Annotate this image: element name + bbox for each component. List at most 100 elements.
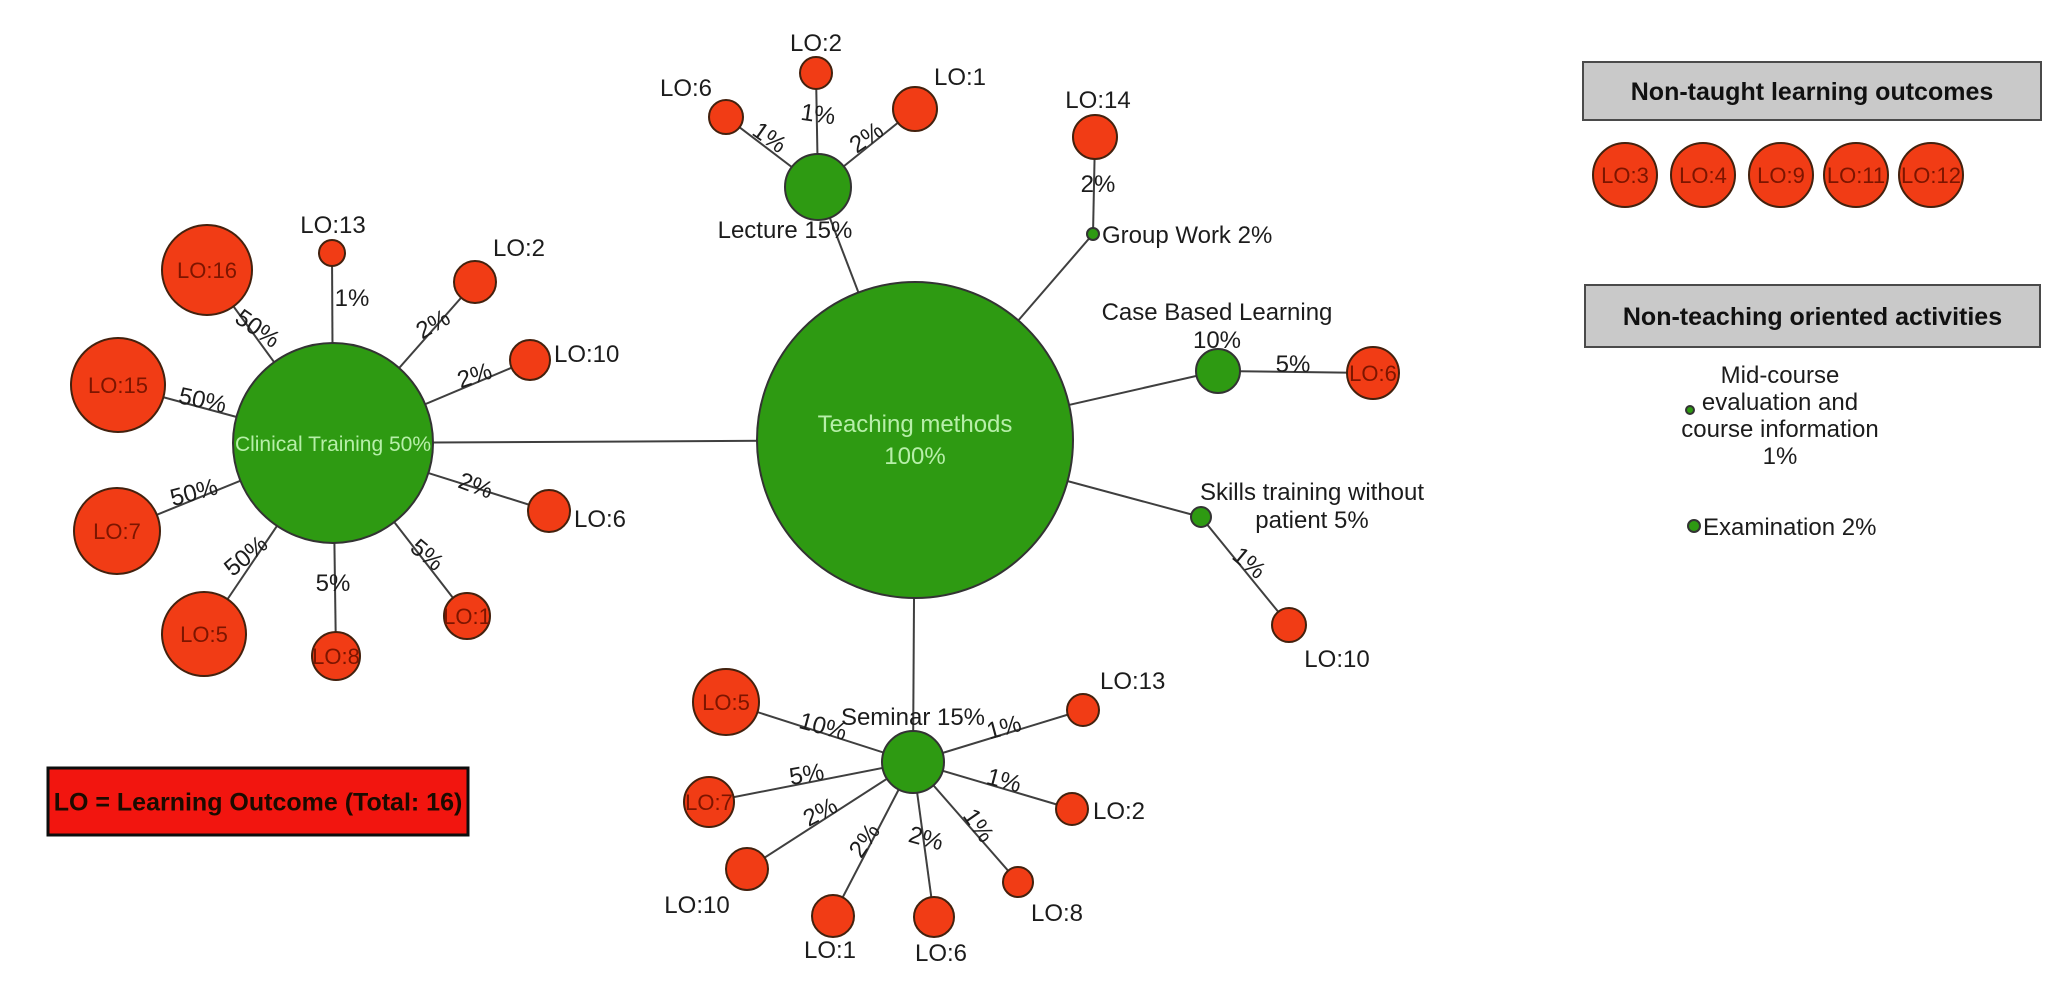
edge-percentage-label: 5% [405,534,449,577]
clinical-lo10-label: LO:10 [554,341,619,368]
clinical-lo16-circle [161,224,253,316]
lecture-lo6-label: LO:6 [660,75,712,102]
edge-percentage-label: 2% [845,117,889,159]
examination-dot [1687,519,1701,533]
edge-percentage-label: 2% [799,792,842,832]
examination-text: Examination 2% [1703,514,1876,541]
seminar-lo5-label: LO:5 [702,690,750,715]
clinical-lo13-label: LO:13 [300,212,365,239]
non-taught-lo11-label: LO:11 [1827,163,1885,188]
clinical-lo5-label: LO:5 [180,622,228,647]
lecture-lo2-circle [799,56,833,90]
clinical-lo6-label: LO:6 [574,506,626,533]
lecture-lo6-circle [708,99,744,135]
seminar-lo13-label: LO:13 [1100,668,1165,695]
seminar-circle [881,730,945,794]
edge-percentage-label: 1% [799,99,837,131]
group-work-label: Group Work 2% [1102,222,1272,249]
clinical-lo5-circle [161,591,247,677]
lecture-circle [784,153,852,221]
edge-percentage-label: 5% [1276,351,1311,378]
seminar-lo2-label: LO:2 [1093,798,1145,825]
clinical-lo7-circle [73,487,161,575]
non-taught-lo9-circle [1748,142,1814,208]
non-teaching-header-title: Non-teaching oriented activities [1623,303,2002,331]
case-based-learning-label: Case Based Learning 10% [1102,299,1333,354]
edge-percentage-label: 1% [1227,542,1271,585]
seminar-lo7-label: LO:7 [685,790,733,815]
lecture-lo1-circle [892,86,938,132]
clinical-lo2-circle [453,260,497,304]
teaching-methods-circle [756,281,1074,599]
edge-percentage-label: 5% [316,570,351,597]
edge-percentage-label: 2% [906,821,946,856]
seminar-lo13-circle [1066,693,1100,727]
seminar-lo8-circle [1002,866,1034,898]
seminar-lo8-label: LO:8 [1031,900,1083,927]
edge-percentage-label: 1% [747,117,791,159]
case-based-learning-circle [1195,348,1241,394]
edge-percentage-label: 1% [335,285,370,312]
groupwork-lo14-label: LO:14 [1065,87,1130,114]
skills-lo10-label: LO:10 [1304,646,1369,673]
clinical-lo2-label: LO:2 [493,235,545,262]
non-taught-lo12-circle [1898,142,1964,208]
seminar-lo10-circle [725,847,769,891]
non-taught-header-title: Non-taught learning outcomes [1631,78,1994,106]
edge-line [1200,516,1290,626]
clinical-lo10-circle [509,339,551,381]
cbl-lo6-label: LO:6 [1349,361,1397,386]
clinical-lo6-circle [527,489,571,533]
clinical-lo1-label: LO:1 [443,604,491,629]
clinical-lo13-circle [318,239,346,267]
edge-percentage-label: 2% [455,467,497,504]
clinical-lo8-label: LO:8 [312,644,360,669]
clinical-lo8-circle [311,631,361,681]
edge-percentage-label: 1% [984,763,1024,798]
teaching-methods-label: Teaching methods 100% [818,411,1013,470]
clinical-lo16-label: LO:16 [177,258,237,283]
edge-percentage-label: 2% [454,358,495,394]
skills-training-circle [1190,506,1212,528]
non-taught-header-box [1582,61,2042,121]
cbl-lo6-circle [1346,346,1400,400]
edge-line [708,761,914,803]
seminar-label: Seminar 15% [841,704,985,731]
edge-percentage-label: 50% [219,530,273,582]
seminar-lo6-circle [913,896,955,938]
non-teaching-header-box [1584,284,2041,348]
lecture-label: Lecture 15% [718,217,853,244]
non-taught-lo9-label: LO:9 [1757,163,1805,188]
groupwork-lo14-circle [1072,114,1118,160]
edge-percentage-label: 2% [411,304,455,345]
non-taught-lo3-circle [1592,142,1658,208]
edge-percentage-label: 50% [167,473,220,512]
edge-percentage-label: 2% [1081,171,1116,198]
clinical-training-label: Clinical Training 50% [235,433,431,456]
clinical-lo7-label: LO:7 [93,519,141,544]
seminar-lo2-circle [1055,792,1089,826]
edge-line [746,761,914,870]
non-taught-lo4-label: LO:4 [1679,163,1727,188]
legend-box [46,766,470,837]
clinical-lo1-circle [443,592,491,640]
seminar-lo10-label: LO:10 [664,892,729,919]
edge-percentage-label: 50% [176,382,229,418]
clinical-lo15-circle [70,337,166,433]
skills-training-label: Skills training without patient 5% [1200,479,1424,534]
skills-lo10-circle [1271,607,1307,643]
lecture-lo2-label: LO:2 [790,30,842,57]
non-taught-lo3-label: LO:3 [1601,163,1649,188]
seminar-lo7-circle [683,776,735,828]
group-work-circle [1086,227,1100,241]
seminar-lo1-label: LO:1 [804,937,856,964]
non-taught-lo11-circle [1823,142,1889,208]
non-taught-lo12-label: LO:12 [1901,163,1961,188]
clinical-lo15-label: LO:15 [88,373,148,398]
legend-text: LO = Learning Outcome (Total: 16) [54,789,463,817]
mid-course-evaluation-dot [1685,405,1695,415]
mid-course-evaluation-text: Mid-course evaluation and course informati… [1681,362,1878,470]
seminar-lo1-circle [811,894,855,938]
